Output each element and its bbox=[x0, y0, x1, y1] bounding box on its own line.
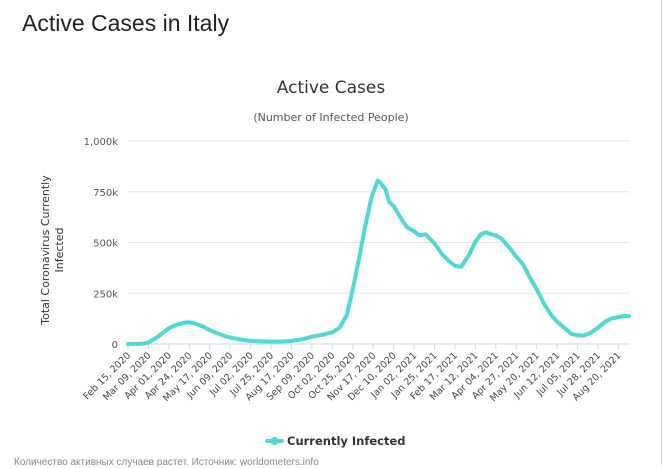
y-tick-label: 250k bbox=[93, 289, 118, 300]
y-axis-title: Total Coronavirus Currently Infected bbox=[39, 175, 66, 326]
series-layer bbox=[126, 178, 632, 346]
page-heading: Active Cases in Italy bbox=[22, 10, 230, 36]
legend[interactable]: Currently Infected bbox=[265, 434, 406, 448]
gridlines bbox=[128, 140, 630, 345]
frame-border bbox=[661, 0, 662, 465]
chart-subtitle: (Number of Infected People) bbox=[253, 111, 408, 124]
y-axis-title-line-2: Infected bbox=[53, 228, 66, 273]
chart-title: Active Cases bbox=[277, 78, 386, 98]
legend-symbol-marker bbox=[270, 437, 279, 445]
series-line-currently-infected bbox=[126, 178, 632, 346]
y-tick-label: 0 bbox=[112, 340, 118, 351]
footer-caption: Количество активных случаев растет. Исто… bbox=[14, 457, 319, 468]
y-tick-label: 750k bbox=[93, 188, 118, 199]
y-tick-label: 500k bbox=[93, 239, 118, 250]
y-tick-label: 1,000k bbox=[84, 137, 119, 148]
y-axis-title-line-1: Total Coronavirus Currently bbox=[39, 175, 52, 326]
y-axis-ticks: 0 250k 500k 750k 1,000k bbox=[84, 137, 119, 351]
legend-label: Currently Infected bbox=[287, 434, 406, 448]
